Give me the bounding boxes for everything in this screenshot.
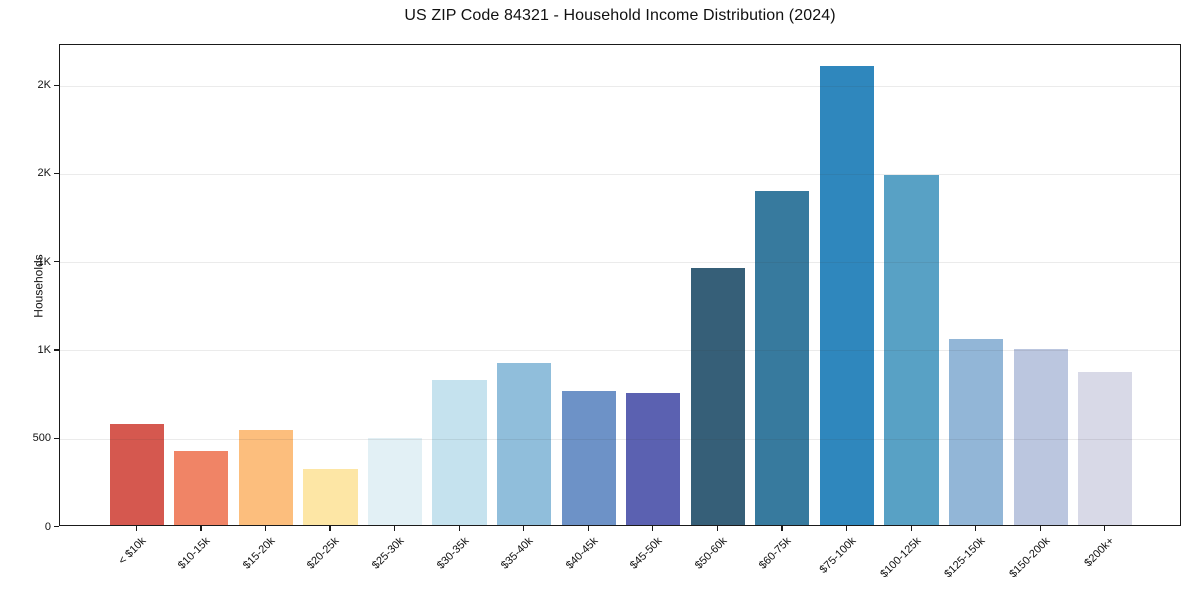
bar-20-25k	[303, 468, 358, 525]
bar-100-125k	[884, 175, 939, 525]
bar-35-40k	[497, 363, 552, 525]
x-tick-label: $25-30k	[369, 535, 407, 572]
gridline-y-2000	[60, 173, 1180, 175]
x-tick-mark	[394, 526, 396, 531]
y-tick-mark	[54, 349, 59, 351]
y-tick-label: 500	[32, 432, 51, 445]
y-tick-mark	[54, 526, 59, 528]
gridline-y-2500	[60, 85, 1180, 87]
x-tick-label: $100-125k	[877, 535, 923, 581]
x-tick-label: $150-200k	[1006, 535, 1053, 581]
x-tick-mark	[1039, 526, 1041, 531]
gridline-y-1500	[60, 262, 1180, 264]
y-tick-mark	[54, 172, 59, 175]
x-tick-mark	[264, 526, 267, 531]
bar-50-60k	[690, 268, 745, 525]
x-tick-mark	[200, 526, 202, 531]
x-tick-mark	[716, 526, 719, 531]
bar-15-20k	[238, 429, 294, 525]
x-tick-label: $40-45k	[563, 535, 601, 572]
gridline-y-500	[60, 438, 1180, 440]
bar-25-30k	[367, 437, 423, 525]
x-tick-label: $75-100k	[817, 535, 859, 576]
x-tick-mark	[781, 526, 783, 531]
bar-30-35k	[432, 380, 487, 525]
x-tick-mark	[1104, 526, 1106, 531]
x-tick-mark	[652, 526, 654, 531]
bar-10k	[109, 424, 164, 525]
x-tick-label: $125-150k	[942, 535, 988, 581]
bar-75-100k	[819, 65, 875, 525]
y-tick-mark	[54, 84, 59, 86]
plot-area	[59, 44, 1181, 526]
x-tick-mark	[329, 526, 331, 531]
y-tick-label: 2K	[37, 79, 51, 92]
x-tick-mark	[910, 526, 912, 531]
x-tick-label: $35-40k	[499, 535, 536, 572]
x-tick-label: $45-50k	[628, 535, 665, 572]
bar-60-75k	[755, 191, 810, 525]
bar-200k	[1078, 372, 1133, 525]
y-tick-label: 0	[44, 520, 51, 533]
x-tick-mark	[135, 526, 137, 531]
x-tick-mark	[975, 526, 977, 531]
x-tick-label: $10-15k	[176, 535, 213, 572]
x-tick-label: < $10k	[116, 535, 149, 568]
y-tick-label: 1K	[37, 343, 51, 356]
x-tick-mark	[458, 526, 460, 531]
bar-40-45k	[561, 390, 616, 525]
y-tick-mark	[54, 261, 59, 263]
x-tick-mark	[523, 526, 525, 531]
x-tick-label: $50-60k	[692, 535, 730, 572]
bar-10-15k	[174, 450, 229, 525]
bar-150-200k	[1013, 349, 1068, 525]
bar-125-150k	[948, 338, 1004, 525]
x-tick-label: $60-75k	[757, 535, 794, 572]
y-tick-mark	[54, 437, 59, 439]
x-tick-mark	[587, 526, 589, 531]
x-tick-mark	[845, 526, 848, 531]
gridline-y-1000	[60, 350, 1180, 352]
x-tick-label: $200k+	[1082, 535, 1117, 570]
x-tick-label: $20-25k	[305, 535, 342, 572]
chart-title: US ZIP Code 84321 - Household Income Dis…	[404, 7, 836, 24]
bar-45-50k	[626, 392, 681, 525]
x-tick-label: $15-20k	[240, 535, 278, 572]
x-tick-label: $30-35k	[434, 535, 472, 572]
y-tick-label: 1K	[37, 255, 51, 268]
y-tick-label: 2K	[37, 167, 51, 180]
